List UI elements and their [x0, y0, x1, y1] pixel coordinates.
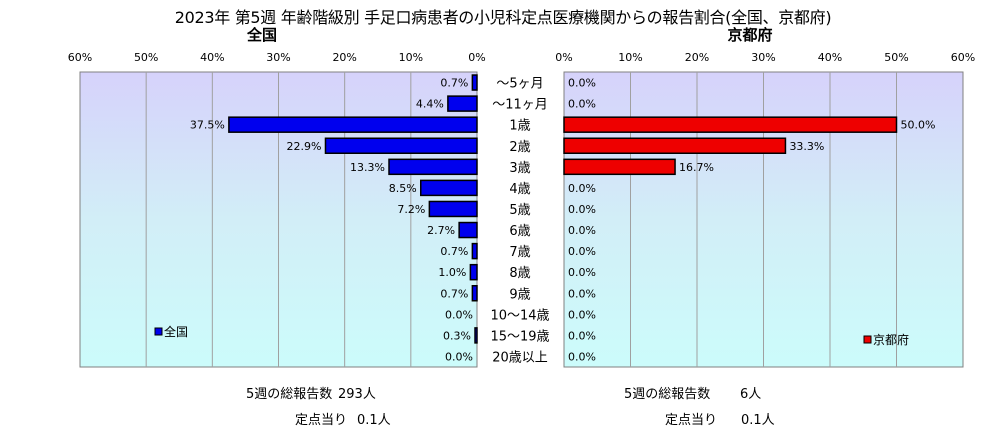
right-data-label: 0.0% [568, 287, 596, 300]
right-legend-label: 京都府 [873, 332, 909, 347]
right-bar [563, 137, 787, 154]
left-bar [471, 74, 478, 91]
right-x-tick-label: 20% [685, 51, 709, 64]
chart-title: 2023年 第5週 年齢階級別 手足口病患者の小児科定点医療機関からの報告割合(… [174, 8, 832, 27]
right-bar [563, 116, 898, 133]
left-x-tick-label: 20% [332, 51, 356, 64]
left-data-label: 8.5% [389, 182, 417, 195]
left-bar [474, 327, 478, 344]
left-bar [471, 285, 478, 302]
category-label: 5歳 [509, 203, 530, 218]
right-data-label: 0.0% [568, 329, 596, 342]
right-legend-swatch [863, 335, 872, 344]
left-data-label: 13.3% [350, 161, 385, 174]
left-bar [228, 116, 478, 133]
left-bar [420, 179, 478, 197]
right-total-label: 5週の総報告数 [624, 387, 711, 402]
right-x-tick-label: 10% [618, 51, 642, 64]
category-label: 10～14歳 [490, 308, 549, 323]
right-data-label: 0.0% [568, 245, 596, 258]
left-data-label: 1.0% [438, 266, 466, 279]
category-label: 20歳以上 [492, 350, 548, 365]
left-data-label: 22.9% [287, 140, 322, 153]
left-per-site-label: 定点当り [295, 413, 348, 428]
right-data-label: 0.0% [568, 266, 596, 279]
left-total-label: 5週の総報告数 [246, 387, 333, 402]
left-legend-swatch [154, 327, 163, 336]
left-per-site-value: 0.1人 [357, 413, 391, 428]
left-x-tick-label: 30% [266, 51, 290, 64]
right-data-label: 0.0% [568, 98, 596, 111]
category-label: 8歳 [509, 266, 530, 281]
category-label: 6歳 [509, 224, 530, 239]
right-data-label: 0.0% [568, 77, 596, 90]
left-legend-label: 全国 [164, 324, 188, 339]
right-data-label: 50.0% [901, 119, 936, 132]
right-data-label: 0.0% [568, 350, 596, 363]
left-x-tick-label: 60% [68, 51, 92, 64]
category-label: 3歳 [509, 161, 530, 176]
right-data-label: 0.0% [568, 224, 596, 237]
right-x-tick-label: 60% [951, 51, 975, 64]
left-bar [458, 221, 478, 239]
left-data-label: 0.7% [440, 245, 468, 258]
category-label: 15～19歳 [490, 329, 549, 344]
right-x-tick-label: 50% [884, 51, 908, 64]
right-x-tick-label: 30% [751, 51, 775, 64]
left-bar [469, 263, 478, 281]
left-data-label: 0.7% [440, 77, 468, 90]
left-bar [388, 158, 478, 176]
right-data-label: 0.0% [568, 182, 596, 195]
category-label: 4歳 [509, 182, 530, 197]
category-label: 1歳 [509, 119, 530, 134]
category-label: 2歳 [509, 140, 530, 155]
category-label: ～5ヶ月 [496, 77, 543, 92]
left-bar [447, 95, 478, 112]
left-x-tick-label: 50% [134, 51, 158, 64]
right-data-label: 16.7% [679, 161, 714, 174]
left-data-label: 2.7% [427, 224, 455, 237]
right-data-label: 33.3% [789, 140, 824, 153]
category-label: 7歳 [509, 245, 530, 260]
left-bar [471, 242, 478, 260]
left-data-label: 0.3% [443, 329, 471, 342]
left-data-label: 37.5% [190, 119, 225, 132]
left-data-label: 0.0% [445, 308, 473, 321]
left-data-label: 7.2% [397, 203, 425, 216]
category-label: 9歳 [509, 287, 530, 302]
right-x-tick-label: 0% [555, 51, 572, 64]
right-data-label: 0.0% [568, 308, 596, 321]
right-x-tick-label: 40% [818, 51, 842, 64]
left-x-tick-label: 10% [399, 51, 423, 64]
left-bar [324, 137, 478, 154]
right-bar [563, 158, 676, 176]
right-data-label: 0.0% [568, 203, 596, 216]
right-total-value: 6人 [740, 387, 762, 402]
right-per-site-label: 定点当り [665, 413, 718, 428]
right-per-site-value: 0.1人 [741, 413, 775, 428]
left-x-tick-label: 0% [468, 51, 485, 64]
right-panel-title: 京都府 [727, 26, 773, 44]
left-total-value: 293人 [338, 387, 376, 402]
left-data-label: 4.4% [416, 98, 444, 111]
left-panel-title: 全国 [246, 26, 278, 44]
left-data-label: 0.7% [440, 287, 468, 300]
left-data-label: 0.0% [445, 350, 473, 363]
left-x-tick-label: 40% [200, 51, 224, 64]
category-label: ～11ヶ月 [492, 98, 548, 113]
left-bar [428, 200, 478, 218]
